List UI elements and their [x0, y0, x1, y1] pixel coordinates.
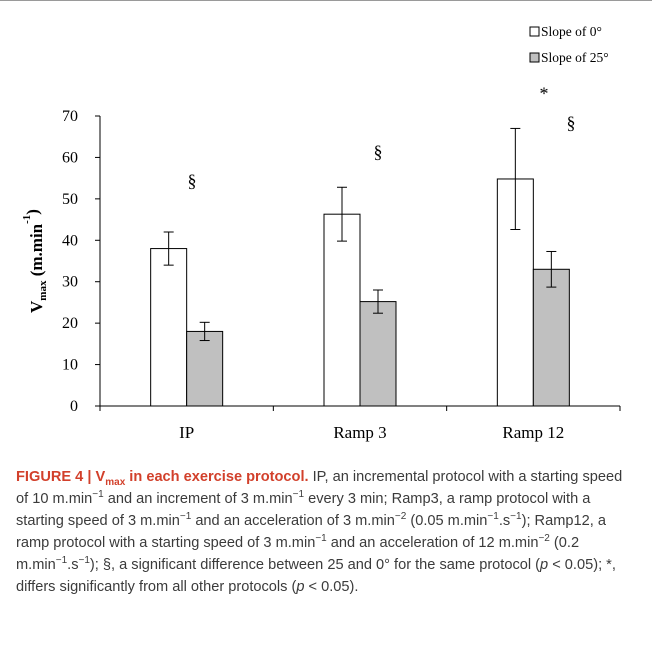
y-tick-label: 30 [62, 274, 78, 291]
significance-section-mark: § [567, 112, 576, 132]
legend-label: Slope of 0° [541, 24, 602, 39]
figure-caption: FIGURE 4 | Vmax in each exercise protoco… [16, 469, 623, 595]
bar-chart: 0 10 20 30 40 50 60 70 Vmax (m.min-1) IP Ramp 3 Ram… [0, 10, 652, 450]
y-tick-label: 70 [62, 108, 78, 125]
y-tick-label: 0 [70, 398, 78, 415]
legend-swatch-slope-25 [529, 52, 540, 63]
x-category-label: Ramp 3 [333, 423, 386, 442]
y-axis-title-part: ) [23, 209, 42, 215]
significance-section-mark: § [188, 170, 197, 190]
legend-label: Slope of 25° [541, 50, 609, 65]
y-axis-title-part: (m.min [27, 223, 46, 280]
y-tick-label: 40 [62, 232, 78, 249]
bar-slope-25 [359, 301, 397, 407]
y-axis-title-part: V [27, 300, 46, 313]
x-category-label: Ramp 12 [502, 423, 564, 442]
x-category-label: IP [179, 423, 194, 442]
bar-slope-25 [532, 268, 570, 407]
y-axis-title-part: max [37, 280, 49, 301]
significance-section-mark: § [374, 141, 383, 161]
y-tick-label: 10 [62, 357, 78, 374]
y-tick-label: 50 [62, 191, 78, 208]
y-axis-title: Vmax (m.min-1) [21, 209, 49, 313]
significance-asterisk: * [540, 83, 549, 103]
bar-slope-0 [323, 213, 361, 407]
bar-slope-25 [186, 330, 224, 407]
chart-svg: 0 10 20 30 40 50 60 70 Vmax (m.min-1) IP Ramp 3 Ram… [21, 24, 621, 442]
y-tick-label: 20 [62, 315, 78, 332]
y-axis-title-part: -1 [21, 215, 33, 224]
bar-slope-0 [150, 248, 188, 407]
top-divider [0, 0, 652, 1]
y-tick-label: 60 [62, 149, 78, 166]
caption-heading: FIGURE 4 | Vmax in each exercise protoco… [16, 469, 309, 488]
legend-swatch-slope-0 [529, 26, 540, 37]
